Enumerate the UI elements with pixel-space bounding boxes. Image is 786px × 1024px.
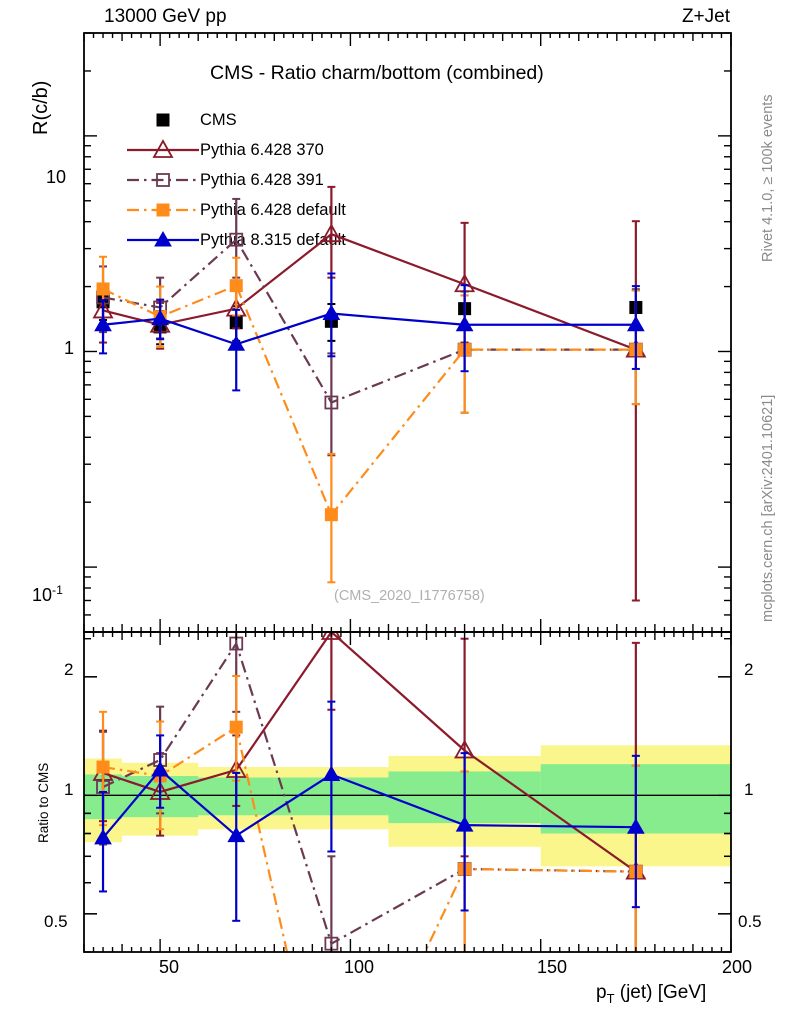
series-line (102, 237, 636, 404)
data-point (455, 816, 474, 832)
data-point (227, 335, 246, 351)
data-point (229, 232, 244, 247)
data-point (320, 632, 342, 640)
series-cms (96, 284, 643, 346)
data-point (324, 508, 338, 522)
data-point (229, 279, 243, 293)
data-point (322, 304, 341, 321)
data-point (96, 760, 110, 774)
legend-marker-1 (152, 139, 174, 158)
main-panel-frame (83, 32, 732, 633)
legend-entry-2[interactable] (127, 173, 199, 187)
ratio-ytick-1-right: 1 (744, 780, 754, 799)
data-point (94, 315, 112, 332)
main-ytick-0p1: 10-1 (32, 583, 63, 606)
legend-marker-2 (156, 173, 170, 187)
main-title: CMS - Ratio charm/bottom (combined) (210, 62, 544, 84)
main-panel-series (92, 185, 647, 602)
legend-marker-0 (156, 113, 170, 127)
series-pythia-6-428-391 (96, 197, 643, 457)
main-ytick-0p1-base: 10 (32, 585, 53, 605)
series-pythia-6-428-370 (92, 185, 647, 602)
legend-markers (127, 113, 199, 247)
series-line (102, 725, 636, 952)
series-line (102, 312, 636, 346)
xtick-200: 200 (722, 957, 753, 977)
ratio-panel-series (92, 632, 647, 952)
xtick-100: 100 (344, 957, 375, 977)
data-point (96, 282, 110, 296)
ratio-ytick-2-right: 2 (744, 660, 754, 679)
data-point (151, 760, 169, 777)
data-point (324, 395, 339, 410)
ratio-ytick-2-left: 2 (64, 660, 74, 679)
legend-label-2: Pythia 6.428 391 (200, 171, 324, 189)
x-axis-label: pT (jet) [GeV] (596, 982, 706, 1006)
legend-entry-4[interactable] (127, 230, 199, 247)
series-pythia-8-315-default (94, 272, 645, 392)
data-point (320, 223, 342, 243)
main-series-clip (92, 185, 647, 602)
header-left: 13000 GeV pp (104, 6, 227, 27)
data-point (322, 765, 341, 781)
ratio-ytick-0p5-left: 0.5 (44, 912, 68, 931)
series-line (102, 768, 636, 839)
series-line (102, 284, 636, 517)
legend-label-1: Pythia 6.428 370 (200, 141, 324, 159)
data-point (227, 826, 246, 843)
series-line (102, 632, 637, 873)
analysis-watermark: (CMS_2020_I1776758) (334, 588, 485, 604)
legend-entry-1[interactable] (127, 139, 199, 158)
main-ytick-1: 1 (64, 338, 75, 358)
ratio-series-clip (92, 632, 647, 952)
x-axis-label-pt: p (596, 982, 607, 1003)
series-line (102, 641, 636, 946)
xtick-150: 150 (537, 957, 568, 977)
x-axis-label-sub: T (606, 990, 615, 1006)
legend-marker-3 (156, 203, 170, 217)
series-pythia-8-315-default (94, 700, 645, 922)
data-point (626, 818, 645, 834)
series-line (102, 232, 637, 351)
data-point (151, 309, 169, 326)
x-axis-label-rest: (jet) [GeV] (614, 982, 707, 1003)
series-pythia-6-428-default (96, 255, 643, 584)
ratio-ytick-1-left: 1 (64, 780, 74, 799)
data-point (94, 828, 112, 845)
legend-entry-3[interactable] (127, 203, 199, 217)
axis-frames (83, 32, 732, 953)
data-point (229, 720, 243, 734)
main-ytick-10: 10 (46, 167, 67, 187)
data-point (626, 315, 645, 332)
header-right: Z+Jet (681, 6, 730, 27)
legend-entry-0[interactable] (156, 113, 170, 127)
main-ytick-0p1-exp: -1 (52, 583, 63, 597)
legend-marker-4 (154, 230, 172, 247)
legend-label-0: CMS (200, 111, 237, 129)
xtick-50: 50 (159, 957, 180, 977)
data-point (455, 315, 474, 332)
ratio-ytick-0p5-right: 0.5 (738, 912, 762, 931)
